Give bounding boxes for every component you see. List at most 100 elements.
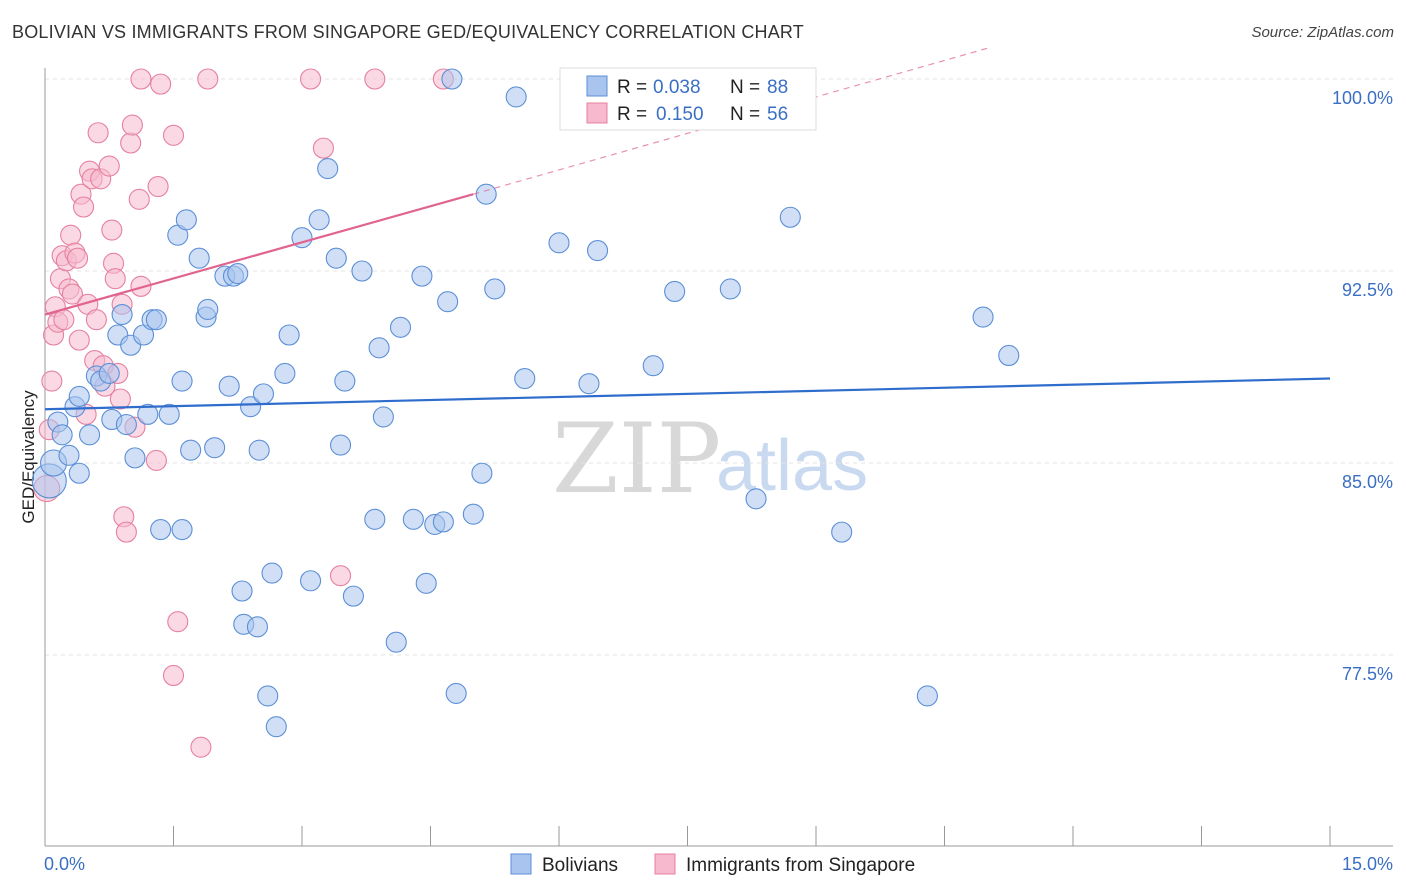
singapore-point-2 [41,370,63,392]
singapore-point-49 [197,68,219,90]
bolivians-point-52 [325,247,347,269]
legend-n-value-1: 88 [767,77,788,98]
bolivians-point-53 [329,434,352,456]
singapore-point-8 [53,309,75,331]
singapore-point-46 [162,664,185,687]
singapore-point-36 [120,132,142,154]
bolivians-point-85 [916,685,938,707]
legend-swatch-singapore [586,102,608,124]
bolivians-point-79 [642,355,664,377]
bolivians-point-6 [68,462,90,484]
singapore-point-32 [109,388,131,410]
bolivians-point-84 [831,521,853,543]
singapore-point-39 [128,188,150,210]
bolivians-point-22 [150,519,172,541]
legend-r-value-2: 0.150 [656,104,704,125]
bolivians-point-74 [505,86,527,108]
bolivians-point-80 [664,280,686,303]
singapore-point-51 [312,137,334,159]
series-bolivians-points [31,68,1020,738]
singapore-point-14 [67,247,89,269]
bolivians-point-45 [265,716,287,738]
bolivians-point-64 [415,572,437,594]
bolivians-point-72 [475,183,497,205]
bottom-legend-singapore: Immigrants from Singapore [686,855,915,876]
bolivians-point-27 [175,209,197,231]
bolivians-point-28 [180,439,202,461]
singapore-point-43 [147,175,169,198]
bolivians-point-86 [972,306,994,328]
bolivians-point-34 [218,375,240,397]
bolivians-point-67 [437,291,459,313]
legend-r-label-1: R = [617,77,647,98]
bolivians-point-41 [248,439,270,461]
bolivians-point-25 [171,370,193,392]
bolivians-trend-line [44,377,1331,411]
legend-swatch-bolivians [586,75,608,97]
bolivians-point-37 [231,580,253,602]
legend-box: R = 0.038 N = 88 R = 0.150 N = 56 [559,67,817,131]
bolivians-point-69 [445,682,467,704]
bottom-legend-swatch-singapore [654,853,676,875]
y-axis-label: GED/Equivalency [19,390,38,524]
y-tick-label-1: 92.5% [1342,280,1393,300]
y-tick-label-0: 100.0% [1332,88,1393,108]
bolivians-point-76 [548,232,570,254]
bolivians-point-39 [240,396,262,418]
bolivians-point-59 [372,406,394,428]
bolivians-point-81 [719,278,741,300]
y-tick-label-2: 85.0% [1342,472,1393,492]
bolivians-point-50 [308,209,330,231]
bolivians-point-73 [484,278,506,300]
chart-title: BOLIVIAN VS IMMIGRANTS FROM SINGAPORE GE… [12,22,804,42]
singapore-point-31 [104,268,126,290]
bolivians-point-71 [471,462,493,484]
bolivians-point-14 [111,303,133,326]
bolivians-point-43 [257,685,279,707]
watermark-zip: ZIP [552,403,721,515]
singapore-point-23 [85,309,107,331]
bolivians-point-63 [411,265,433,287]
singapore-point-41 [130,68,152,90]
y-tick-labels: 100.0% 92.5% 85.0% 77.5% [1332,88,1393,684]
singapore-point-28 [98,155,120,177]
bolivians-point-8 [78,424,101,446]
bolivians-point-77 [578,373,600,395]
singapore-trend-line [44,193,474,316]
singapore-point-11 [60,224,82,246]
singapore-point-24 [87,122,109,144]
bolivians-point-31 [197,298,219,320]
bolivians-point-47 [278,324,300,346]
bolivians-point-32 [204,437,226,459]
x-tick-marks [44,826,1331,846]
bolivians-point-62 [402,508,424,530]
bolivians-point-75 [514,367,536,390]
bolivians-point-3 [51,424,73,446]
singapore-point-17 [73,196,95,218]
bolivians-point-68 [441,68,463,90]
singapore-point-29 [101,219,123,241]
singapore-point-15 [68,329,90,351]
legend-n-value-2: 56 [767,104,788,125]
bolivians-point-40 [246,616,269,638]
bolivians-point-36 [227,263,249,285]
bolivians-point-83 [779,206,801,228]
bolivians-point-66 [432,511,454,533]
bolivians-point-42 [252,383,275,405]
legend-r-label-2: R = [617,104,647,125]
bolivians-point-78 [586,239,609,262]
bolivians-point-44 [261,562,283,584]
bottom-legend: Bolivians Immigrants from Singapore [510,853,915,876]
singapore-point-42 [145,449,167,471]
x-tick-label-min: 0.0% [44,854,85,874]
bolivians-point-70 [462,503,484,525]
bolivians-point-26 [171,519,193,541]
bolivians-point-4 [58,444,80,466]
watermark-atlas: atlas [716,426,868,506]
singapore-point-44 [150,73,172,95]
bolivians-point-46 [274,362,296,384]
x-tick-label-max: 15.0% [1342,854,1393,874]
bolivians-point-11 [98,362,120,384]
singapore-point-52 [329,565,352,587]
